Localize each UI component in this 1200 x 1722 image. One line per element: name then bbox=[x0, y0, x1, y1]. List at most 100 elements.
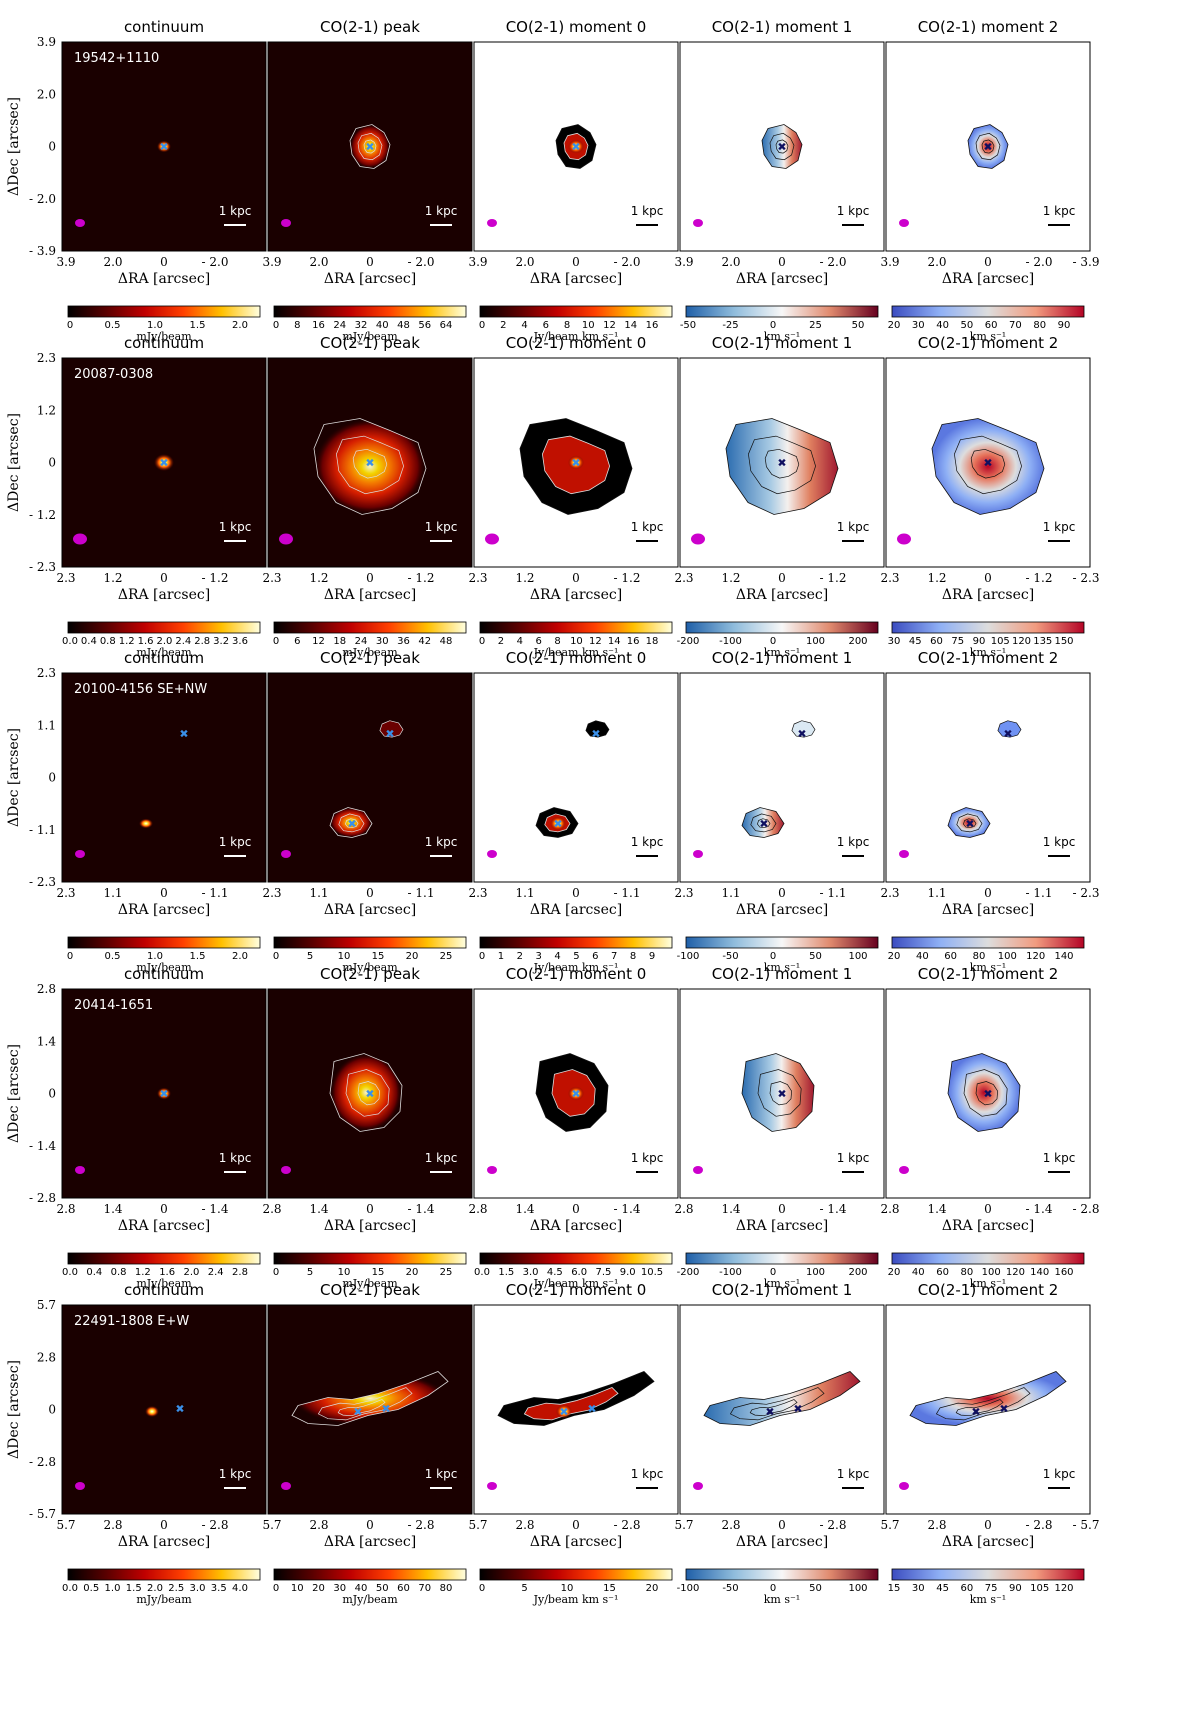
x-tick-label: 2.3 bbox=[674, 886, 693, 900]
colorbar-tick: 56 bbox=[418, 320, 431, 331]
x-tick-label: 0 bbox=[984, 886, 992, 900]
emission-contour bbox=[345, 818, 359, 829]
y-tick-label: - 2.0 bbox=[29, 192, 56, 206]
colorbar-tick: 15 bbox=[372, 951, 385, 962]
colorbar-tick: -100 bbox=[677, 951, 700, 962]
nucleus-marker: ✖ bbox=[983, 141, 992, 154]
x-tick-label: 0 bbox=[572, 1518, 580, 1532]
colorbar bbox=[67, 621, 261, 634]
nucleus-marker: ✖ bbox=[385, 728, 394, 741]
beam-ellipse bbox=[281, 850, 291, 858]
scale-bar-label: 1 kpc bbox=[425, 520, 458, 534]
y-tick-label: - 2.3 bbox=[29, 875, 56, 889]
x-tick-label: - 2.8 bbox=[408, 1518, 435, 1532]
colorbar-tick: 0 bbox=[273, 320, 279, 331]
colorbar-tick: 0.0 bbox=[62, 1267, 78, 1278]
colorbar-tick: 105 bbox=[991, 636, 1010, 647]
x-tick-label: 0 bbox=[778, 886, 786, 900]
colorbar-tick: 42 bbox=[418, 636, 431, 647]
colorbar-tick: 100 bbox=[806, 1267, 825, 1278]
colorbar-tick: 14 bbox=[608, 636, 621, 647]
colorbar-label: km s⁻¹ bbox=[764, 646, 800, 659]
panel-5-5: CO(2-1) moment 2 ✖ ✖ 1 kpc 5.7 2.8 0 - 2.8 - 5.7… bbox=[880, 1281, 1099, 1606]
x-axis-label: ΔRA [arcsec] bbox=[324, 587, 416, 603]
colorbar-tick: 140 bbox=[1054, 951, 1073, 962]
colorbar-tick: 30 bbox=[333, 1583, 346, 1594]
y-tick-label: - 1.2 bbox=[29, 508, 56, 522]
emission-contour bbox=[955, 1399, 1004, 1417]
emission-contour bbox=[336, 435, 404, 495]
emission-peak bbox=[556, 1404, 572, 1419]
emission-map bbox=[947, 1053, 1021, 1132]
x-tick-label: 0 bbox=[572, 1202, 580, 1216]
panel-3-3: CO(2-1) moment 0 ✖ ✖ 1 kpc 2.3 1.1 0 - 1.1 ΔRA [… bbox=[468, 649, 679, 974]
x-tick-label: 0 bbox=[778, 1202, 786, 1216]
scale-bar-label: 1 kpc bbox=[837, 835, 870, 849]
emission-contour bbox=[757, 818, 771, 829]
scale-bar-label: 1 kpc bbox=[425, 1467, 458, 1481]
colorbar-tick: 1.5 bbox=[126, 1583, 142, 1594]
colorbar-tick: 90 bbox=[1058, 320, 1071, 331]
colorbar-tick: 0.8 bbox=[100, 636, 116, 647]
x-tick-label: 0 bbox=[366, 886, 374, 900]
emission-contour bbox=[975, 132, 1001, 161]
scale-bar-label: 1 kpc bbox=[219, 520, 252, 534]
emission-contour bbox=[981, 139, 995, 154]
x-tick-label: - 5.7 bbox=[1073, 1518, 1100, 1532]
x-tick-label: 0 bbox=[366, 1518, 374, 1532]
panel-4-2: CO(2-1) peak ✖ 1 kpc 2.8 1.4 0 - 1.4 ΔRA [arcse… bbox=[262, 965, 473, 1290]
colorbar-label: km s⁻¹ bbox=[764, 1277, 800, 1290]
x-tick-label: 1.4 bbox=[721, 1202, 740, 1216]
colorbar-tick: 0 bbox=[479, 636, 485, 647]
colorbar-tick: 90 bbox=[973, 636, 986, 647]
nucleus-marker: ✖ bbox=[553, 818, 562, 831]
colorbar-label: mJy/beam bbox=[136, 646, 192, 659]
colorbar-tick: 3.0 bbox=[523, 1267, 539, 1278]
colorbar-tick: 20 bbox=[312, 1583, 325, 1594]
colorbar-tick: 6 bbox=[592, 951, 598, 962]
colorbar-tick: 1.5 bbox=[190, 951, 206, 962]
panel-title: continuum bbox=[124, 1281, 204, 1299]
colorbar-tick: 100 bbox=[848, 1583, 867, 1594]
x-axis-label: ΔRA [arcsec] bbox=[530, 1218, 622, 1234]
emission-map bbox=[741, 1053, 815, 1132]
colorbar-tick: -25 bbox=[722, 320, 738, 331]
nucleus-marker: ✖ bbox=[759, 818, 768, 831]
scale-bar-label: 1 kpc bbox=[1043, 835, 1076, 849]
panel-4-5: CO(2-1) moment 2 ✖ 1 kpc 2.8 1.4 0 - 1.4 - 2.8 Δ… bbox=[880, 965, 1099, 1290]
x-tick-label: 2.3 bbox=[468, 571, 487, 585]
y-tick-label: 1.1 bbox=[37, 718, 56, 732]
colorbar-tick: 60 bbox=[930, 636, 943, 647]
panel-title: CO(2-1) moment 1 bbox=[712, 18, 853, 36]
x-tick-label: 2.3 bbox=[262, 886, 281, 900]
colorbar-tick: 0.8 bbox=[111, 1267, 127, 1278]
colorbar-tick: 5 bbox=[573, 951, 579, 962]
colorbar-label: mJy/beam bbox=[342, 646, 398, 659]
x-tick-label: 0 bbox=[984, 571, 992, 585]
x-tick-label: 2.3 bbox=[468, 886, 487, 900]
emission-map bbox=[291, 1371, 449, 1426]
colorbar-tick: 30 bbox=[888, 636, 901, 647]
colorbar-tick: 80 bbox=[440, 1583, 453, 1594]
colorbar-tick: 15 bbox=[888, 1583, 901, 1594]
colorbar-tick: 2.5 bbox=[168, 1583, 184, 1594]
x-tick-label: 0 bbox=[366, 255, 374, 269]
colorbar-tick: 4.5 bbox=[547, 1267, 563, 1278]
colorbar-label: km s⁻¹ bbox=[970, 1593, 1006, 1606]
x-tick-label: 2.8 bbox=[880, 1202, 899, 1216]
x-tick-label: - 2.8 bbox=[1026, 1518, 1053, 1532]
panel-1-5: CO(2-1) moment 2 ✖ 1 kpc 3.9 2.0 0 - 2.0 - 3.9 Δ… bbox=[880, 18, 1099, 343]
nucleus-marker: ✖ bbox=[571, 1088, 580, 1101]
emission-contour bbox=[750, 813, 777, 833]
colorbar-label: Jy/beam km s⁻¹ bbox=[533, 1277, 619, 1290]
emission-contour bbox=[338, 813, 365, 833]
beam-ellipse bbox=[487, 1166, 497, 1174]
panel-2-4: CO(2-1) moment 1 ✖ 1 kpc 2.3 1.2 0 - 1.2 ΔRA [a… bbox=[674, 334, 885, 659]
colorbar-tick: 135 bbox=[1033, 636, 1052, 647]
emission-contour bbox=[963, 1069, 1008, 1117]
colorbar-tick: 30 bbox=[912, 320, 925, 331]
panel-title: CO(2-1) moment 2 bbox=[918, 18, 1059, 36]
colorbar-tick: 50 bbox=[809, 951, 822, 962]
panel-2-2: CO(2-1) peak ✖ 1 kpc 2.3 1.2 0 - 1.2 ΔRA [arcse… bbox=[262, 334, 473, 659]
x-tick-label: 2.8 bbox=[515, 1518, 534, 1532]
